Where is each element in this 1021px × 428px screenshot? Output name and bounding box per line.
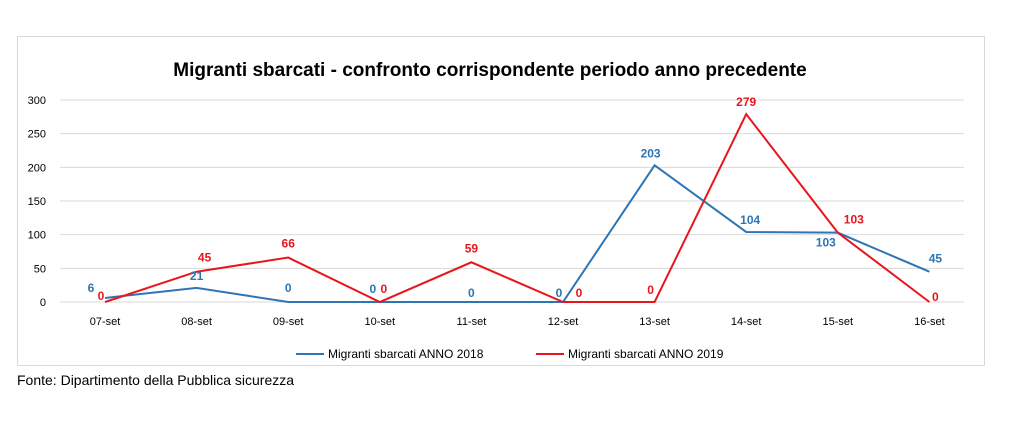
x-tick-label: 15-set [823, 316, 854, 328]
data-label: 21 [190, 269, 204, 283]
data-label: 0 [380, 282, 387, 296]
chart-frame [17, 36, 985, 366]
x-tick-label: 16-set [914, 316, 945, 328]
y-tick-label: 50 [34, 263, 46, 275]
data-label: 103 [816, 236, 836, 250]
x-tick-label: 11-set [457, 316, 487, 328]
y-tick-label: 250 [28, 129, 46, 141]
x-tick-label: 07-set [90, 316, 121, 328]
data-label: 0 [468, 286, 475, 300]
y-tick-label: 100 [28, 230, 46, 242]
data-label: 66 [282, 237, 296, 251]
data-label: 59 [465, 241, 479, 255]
data-label: 0 [556, 286, 563, 300]
data-label: 0 [576, 286, 583, 300]
source-note: Fonte: Dipartimento della Pubblica sicur… [17, 372, 295, 388]
legend-label: Migranti sbarcati ANNO 2019 [568, 347, 724, 361]
data-label: 0 [285, 281, 292, 295]
x-tick-label: 14-set [731, 316, 762, 328]
x-tick-label: 13-set [639, 316, 670, 328]
series-line-2 [104, 112, 931, 304]
chart-title: Migranti sbarcati - confronto corrispond… [173, 60, 806, 81]
x-tick-label: 10-set [365, 316, 396, 328]
y-tick-label: 0 [40, 297, 46, 309]
data-label: 0 [647, 283, 654, 297]
data-label: 6 [88, 281, 95, 295]
x-tick-label: 12-set [548, 316, 579, 328]
legend: Migranti sbarcati ANNO 2018 Migranti sbar… [296, 347, 724, 361]
y-tick-label: 200 [28, 162, 46, 174]
y-axis-ticks: 0 50 100 150 200 250 300 [28, 95, 46, 309]
data-label: 45 [198, 251, 212, 265]
data-label: 279 [736, 95, 756, 109]
x-tick-label: 09-set [273, 316, 304, 328]
data-label: 0 [369, 282, 376, 296]
series-line-1 [104, 163, 930, 303]
data-label: 203 [641, 146, 661, 160]
series-lines [104, 112, 931, 304]
legend-label: Migranti sbarcati ANNO 2018 [328, 347, 484, 361]
data-label: 45 [929, 252, 943, 266]
y-tick-label: 300 [28, 95, 46, 107]
data-label: 0 [932, 290, 939, 304]
data-label: 0 [98, 289, 105, 303]
data-label: 103 [844, 213, 864, 227]
data-label: 104 [740, 213, 760, 227]
y-tick-label: 150 [28, 196, 46, 208]
x-tick-label: 08-set [181, 316, 212, 328]
x-axis-ticks: 07-set 08-set 09-set 10-set 11-set 12-set 13-s… [90, 316, 945, 328]
